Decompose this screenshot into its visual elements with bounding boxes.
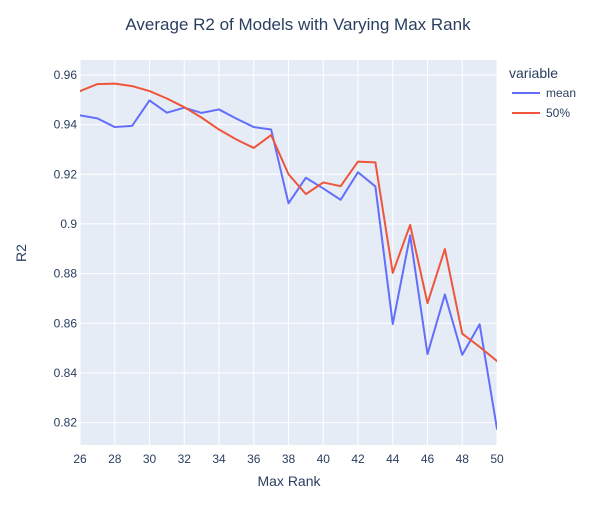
x-tick-label: 48 bbox=[456, 452, 470, 466]
y-tick-label: 0.92 bbox=[54, 167, 78, 181]
x-tick-label: 30 bbox=[143, 452, 157, 466]
x-axis-title: Max Rank bbox=[257, 473, 321, 489]
x-tick-label: 34 bbox=[212, 452, 226, 466]
x-tick-label: 32 bbox=[178, 452, 192, 466]
x-tick-label: 26 bbox=[73, 452, 87, 466]
chart-title: Average R2 of Models with Varying Max Ra… bbox=[125, 15, 471, 34]
x-axis-ticks: 26 28 30 32 34 36 38 40 42 44 46 48 50 bbox=[73, 452, 504, 466]
x-tick-label: 42 bbox=[351, 452, 365, 466]
series-line-mean bbox=[80, 99, 497, 430]
x-tick-label: 44 bbox=[386, 452, 400, 466]
series-line-median bbox=[80, 82, 497, 363]
legend-label: mean bbox=[546, 86, 576, 100]
y-tick-label: 0.9 bbox=[60, 217, 77, 231]
legend-label: 50% bbox=[546, 106, 570, 120]
y-tick-label: 0.84 bbox=[54, 366, 78, 380]
y-tick-label: 0.94 bbox=[54, 118, 78, 132]
series-lines bbox=[80, 82, 497, 430]
x-tick-label: 36 bbox=[247, 452, 261, 466]
y-tick-label: 0.82 bbox=[54, 416, 78, 430]
legend-items: mean 50% bbox=[512, 86, 576, 120]
y-tick-label: 0.88 bbox=[54, 267, 78, 281]
x-tick-label: 38 bbox=[282, 452, 296, 466]
x-tick-label: 40 bbox=[317, 452, 331, 466]
x-tick-label: 28 bbox=[108, 452, 122, 466]
y-tick-label: 0.96 bbox=[54, 68, 78, 82]
x-tick-label: 46 bbox=[421, 452, 435, 466]
y-axis-title: R2 bbox=[13, 244, 29, 262]
x-tick-label: 50 bbox=[490, 452, 504, 466]
grid-lines bbox=[79, 60, 498, 445]
legend-title: variable bbox=[509, 65, 558, 81]
legend: variable mean 50% bbox=[509, 65, 576, 120]
y-axis-ticks: 0.82 0.84 0.86 0.88 0.9 0.92 0.94 0.96 bbox=[54, 68, 78, 430]
y-tick-label: 0.86 bbox=[54, 316, 78, 330]
